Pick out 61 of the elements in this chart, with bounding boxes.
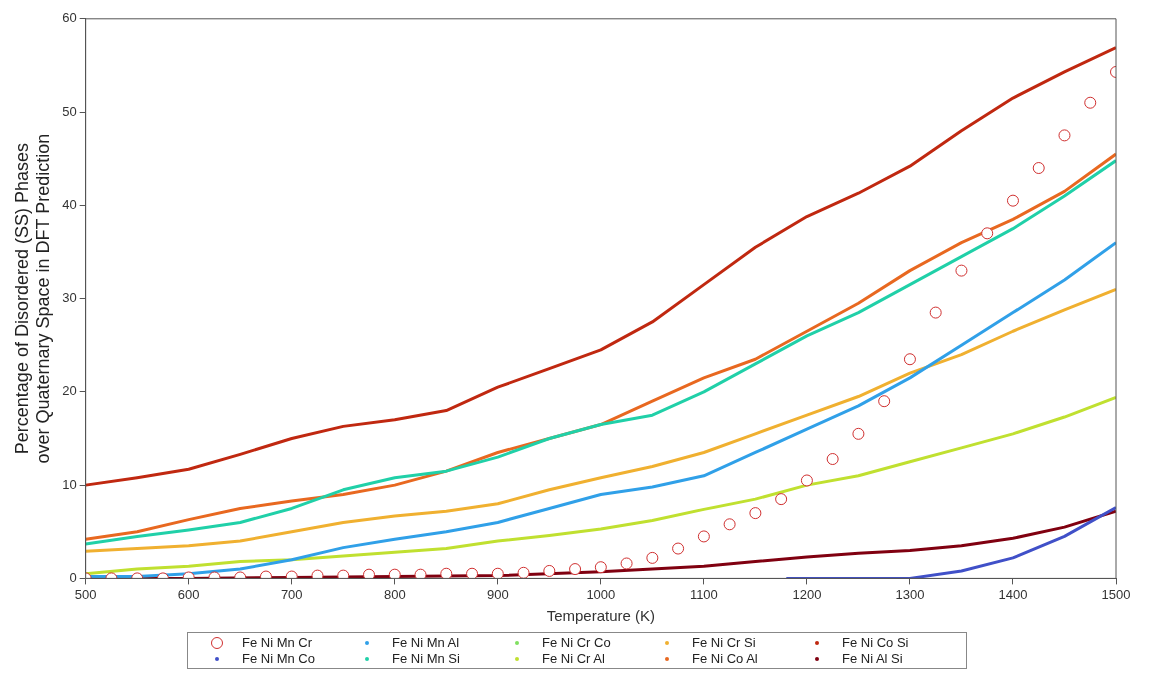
point xyxy=(646,551,659,564)
point xyxy=(363,568,375,579)
y-tick-label: 30 xyxy=(62,290,77,306)
x-tick-label: 700 xyxy=(280,586,303,602)
point xyxy=(852,427,865,440)
point xyxy=(749,507,762,520)
x-tick-label: 1200 xyxy=(792,586,822,602)
point xyxy=(440,567,453,579)
point xyxy=(594,561,607,574)
x-axis-title: Temperature (K) xyxy=(546,607,656,625)
point xyxy=(569,563,582,576)
x-tick-label: 900 xyxy=(486,586,509,602)
x-tick-label: 1000 xyxy=(586,586,616,602)
legend-label: Fe Ni Al Si xyxy=(842,651,903,666)
legend-label: Fe Ni Co Si xyxy=(842,635,909,650)
point xyxy=(1006,194,1019,207)
legend-label: Fe Ni Mn Si xyxy=(392,651,460,666)
point xyxy=(1084,96,1097,109)
point xyxy=(903,353,916,366)
point xyxy=(775,493,788,506)
point xyxy=(337,569,350,579)
point xyxy=(826,453,839,466)
y-axis-title: Percentage of Disordered (SS) Phases over Quaternary Space in DFT Prediction xyxy=(11,133,54,464)
point xyxy=(388,568,401,579)
y-tick-label: 10 xyxy=(62,476,77,492)
point xyxy=(620,557,633,570)
legend-label: Fe Ni Mn Co xyxy=(242,651,315,666)
legend-label: Fe Ni Cr Al xyxy=(542,651,605,666)
x-tick-label: 1400 xyxy=(998,586,1028,602)
point xyxy=(723,518,736,531)
y-tick-label: 0 xyxy=(69,569,77,585)
point xyxy=(878,395,891,408)
point xyxy=(672,542,685,555)
point xyxy=(543,564,556,577)
point xyxy=(697,530,710,543)
point xyxy=(1032,162,1045,175)
y-tick-label: 60 xyxy=(62,10,77,26)
x-tick-label: 1500 xyxy=(1101,586,1131,602)
point xyxy=(1058,129,1071,142)
x-tick-label: 800 xyxy=(383,586,406,602)
legend-label: Fe Ni Cr Si xyxy=(692,635,756,650)
point xyxy=(311,569,324,579)
legend-label: Fe Ni Mn Cr xyxy=(242,635,313,650)
legend-label: Fe Ni Co Al xyxy=(692,651,758,666)
point xyxy=(414,568,427,579)
point xyxy=(466,567,479,579)
point xyxy=(981,227,994,240)
point xyxy=(800,474,813,487)
y-tick-label: 40 xyxy=(62,196,77,212)
x-tick-label: 600 xyxy=(177,586,200,602)
x-tick-label: 1100 xyxy=(689,586,718,602)
y-tick-label: 50 xyxy=(62,103,77,119)
x-tick-label: 1300 xyxy=(895,586,925,602)
y-tick-label: 20 xyxy=(62,383,77,399)
legend-label: Fe Ni Mn Al xyxy=(392,635,460,650)
point xyxy=(517,566,530,579)
point xyxy=(929,306,942,319)
x-tick-label: 500 xyxy=(74,586,97,602)
point xyxy=(955,264,968,277)
legend-label: Fe Ni Cr Co xyxy=(542,635,611,650)
point xyxy=(491,567,504,579)
